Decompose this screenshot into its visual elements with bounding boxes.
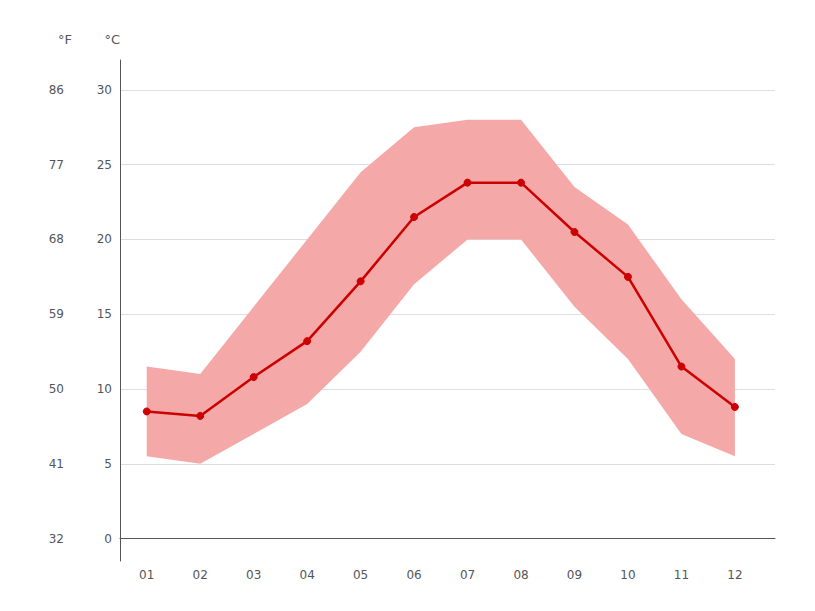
svg-text:07: 07 xyxy=(460,568,475,582)
svg-text:41: 41 xyxy=(49,457,64,471)
svg-text:11: 11 xyxy=(674,568,689,582)
svg-text:50: 50 xyxy=(49,382,64,396)
svg-text:03: 03 xyxy=(246,568,261,582)
svg-text:15: 15 xyxy=(97,307,112,321)
svg-text:12: 12 xyxy=(727,568,742,582)
svg-text:20: 20 xyxy=(97,232,112,246)
svg-text:09: 09 xyxy=(567,568,582,582)
svg-text:08: 08 xyxy=(513,568,528,582)
svg-text:68: 68 xyxy=(49,232,64,246)
svg-text:5: 5 xyxy=(104,457,112,471)
svg-text:04: 04 xyxy=(300,568,315,582)
svg-text:86: 86 xyxy=(49,83,64,97)
svg-text:06: 06 xyxy=(406,568,421,582)
svg-text:05: 05 xyxy=(353,568,368,582)
svg-text:30: 30 xyxy=(97,83,112,97)
svg-text:°F: °F xyxy=(58,32,72,47)
svg-text:0: 0 xyxy=(104,532,112,546)
svg-text:10: 10 xyxy=(620,568,635,582)
svg-text:32: 32 xyxy=(49,532,64,546)
svg-text:01: 01 xyxy=(139,568,154,582)
svg-text:02: 02 xyxy=(193,568,208,582)
svg-text:10: 10 xyxy=(97,382,112,396)
svg-text:77: 77 xyxy=(49,158,64,172)
svg-text:59: 59 xyxy=(49,307,64,321)
svg-text:25: 25 xyxy=(97,158,112,172)
svg-text:°C: °C xyxy=(104,32,120,47)
